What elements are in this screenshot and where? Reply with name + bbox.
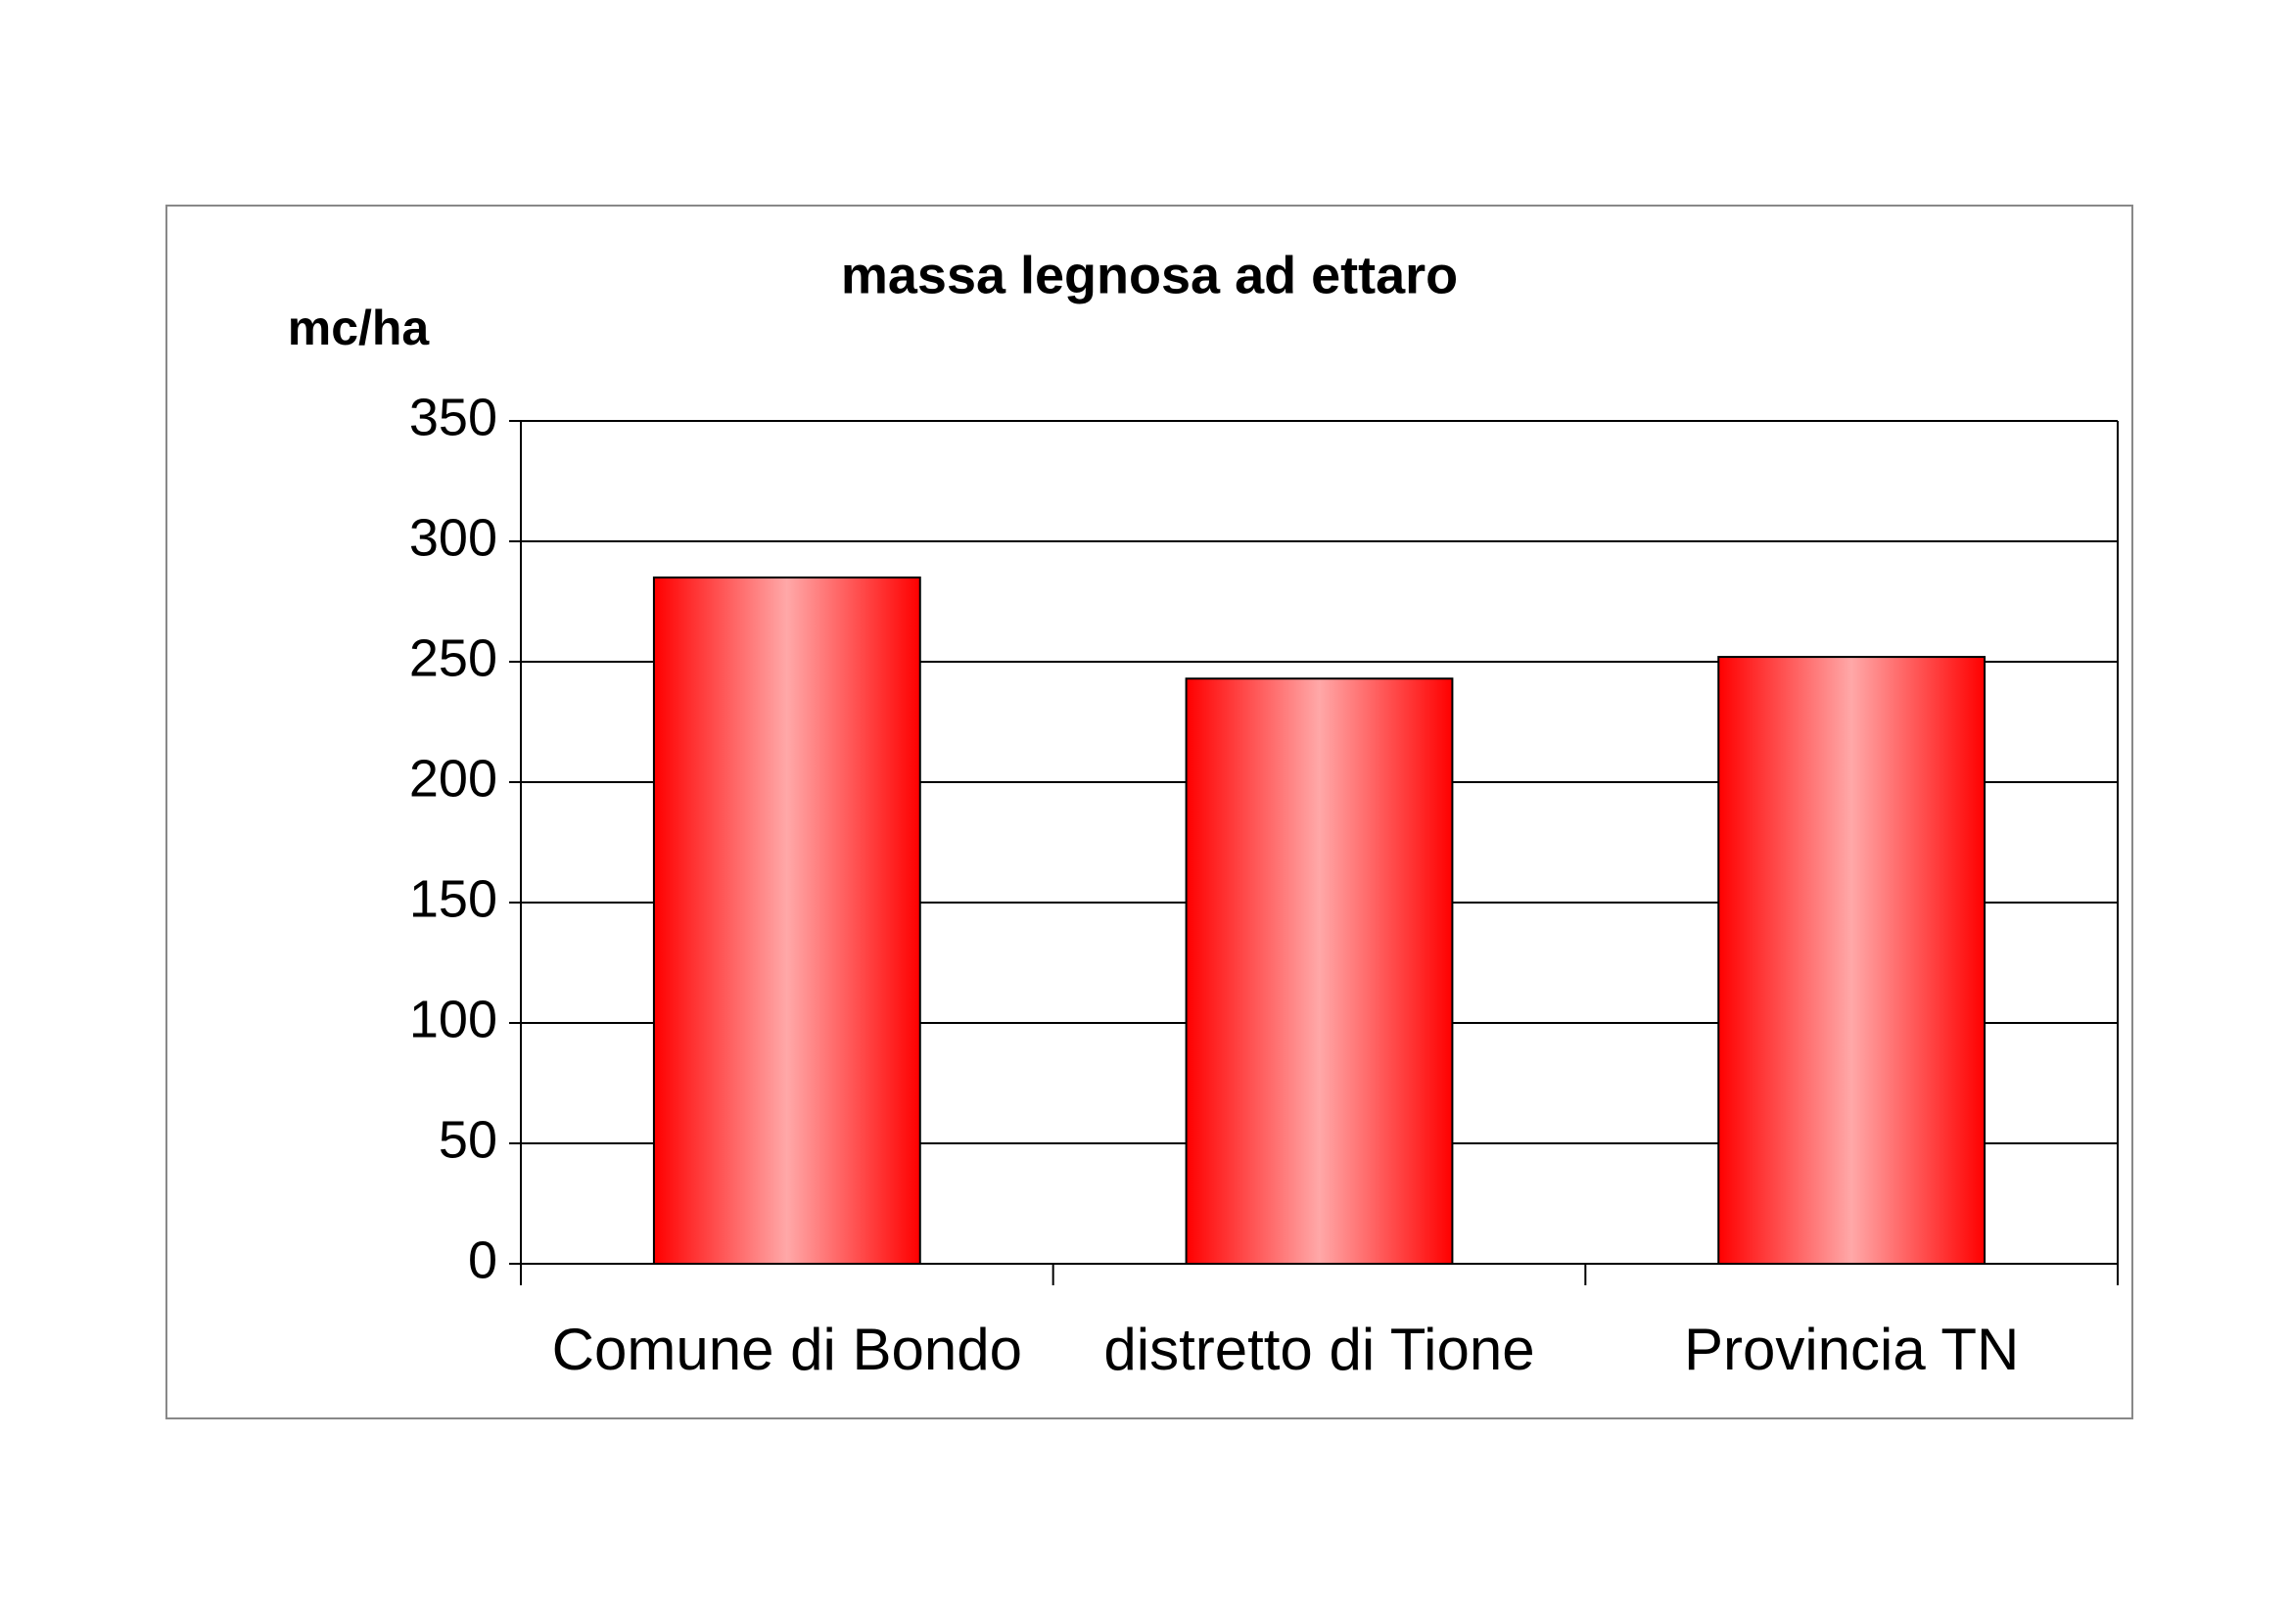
x-tick-label: Comune di Bondo [552, 1317, 1022, 1382]
x-tick-label: distretto di Tione [1103, 1317, 1534, 1382]
y-tick-label: 300 [409, 508, 497, 567]
y-tick-label: 250 [409, 628, 497, 687]
x-tick-label: Provincia TN [1684, 1317, 2019, 1382]
bar [1717, 656, 1986, 1265]
y-tick-label: 350 [409, 388, 497, 446]
y-tick-label: 50 [439, 1110, 497, 1169]
bar [1185, 677, 1454, 1265]
y-tick-label: 150 [409, 869, 497, 928]
y-tick-label: 100 [409, 990, 497, 1048]
bar [652, 576, 921, 1265]
y-tick-label: 200 [409, 749, 497, 808]
chart-title: massa legnosa ad ettaro [841, 246, 1458, 304]
y-axis-label: mc/ha [288, 301, 431, 355]
y-tick-label: 0 [468, 1230, 497, 1289]
